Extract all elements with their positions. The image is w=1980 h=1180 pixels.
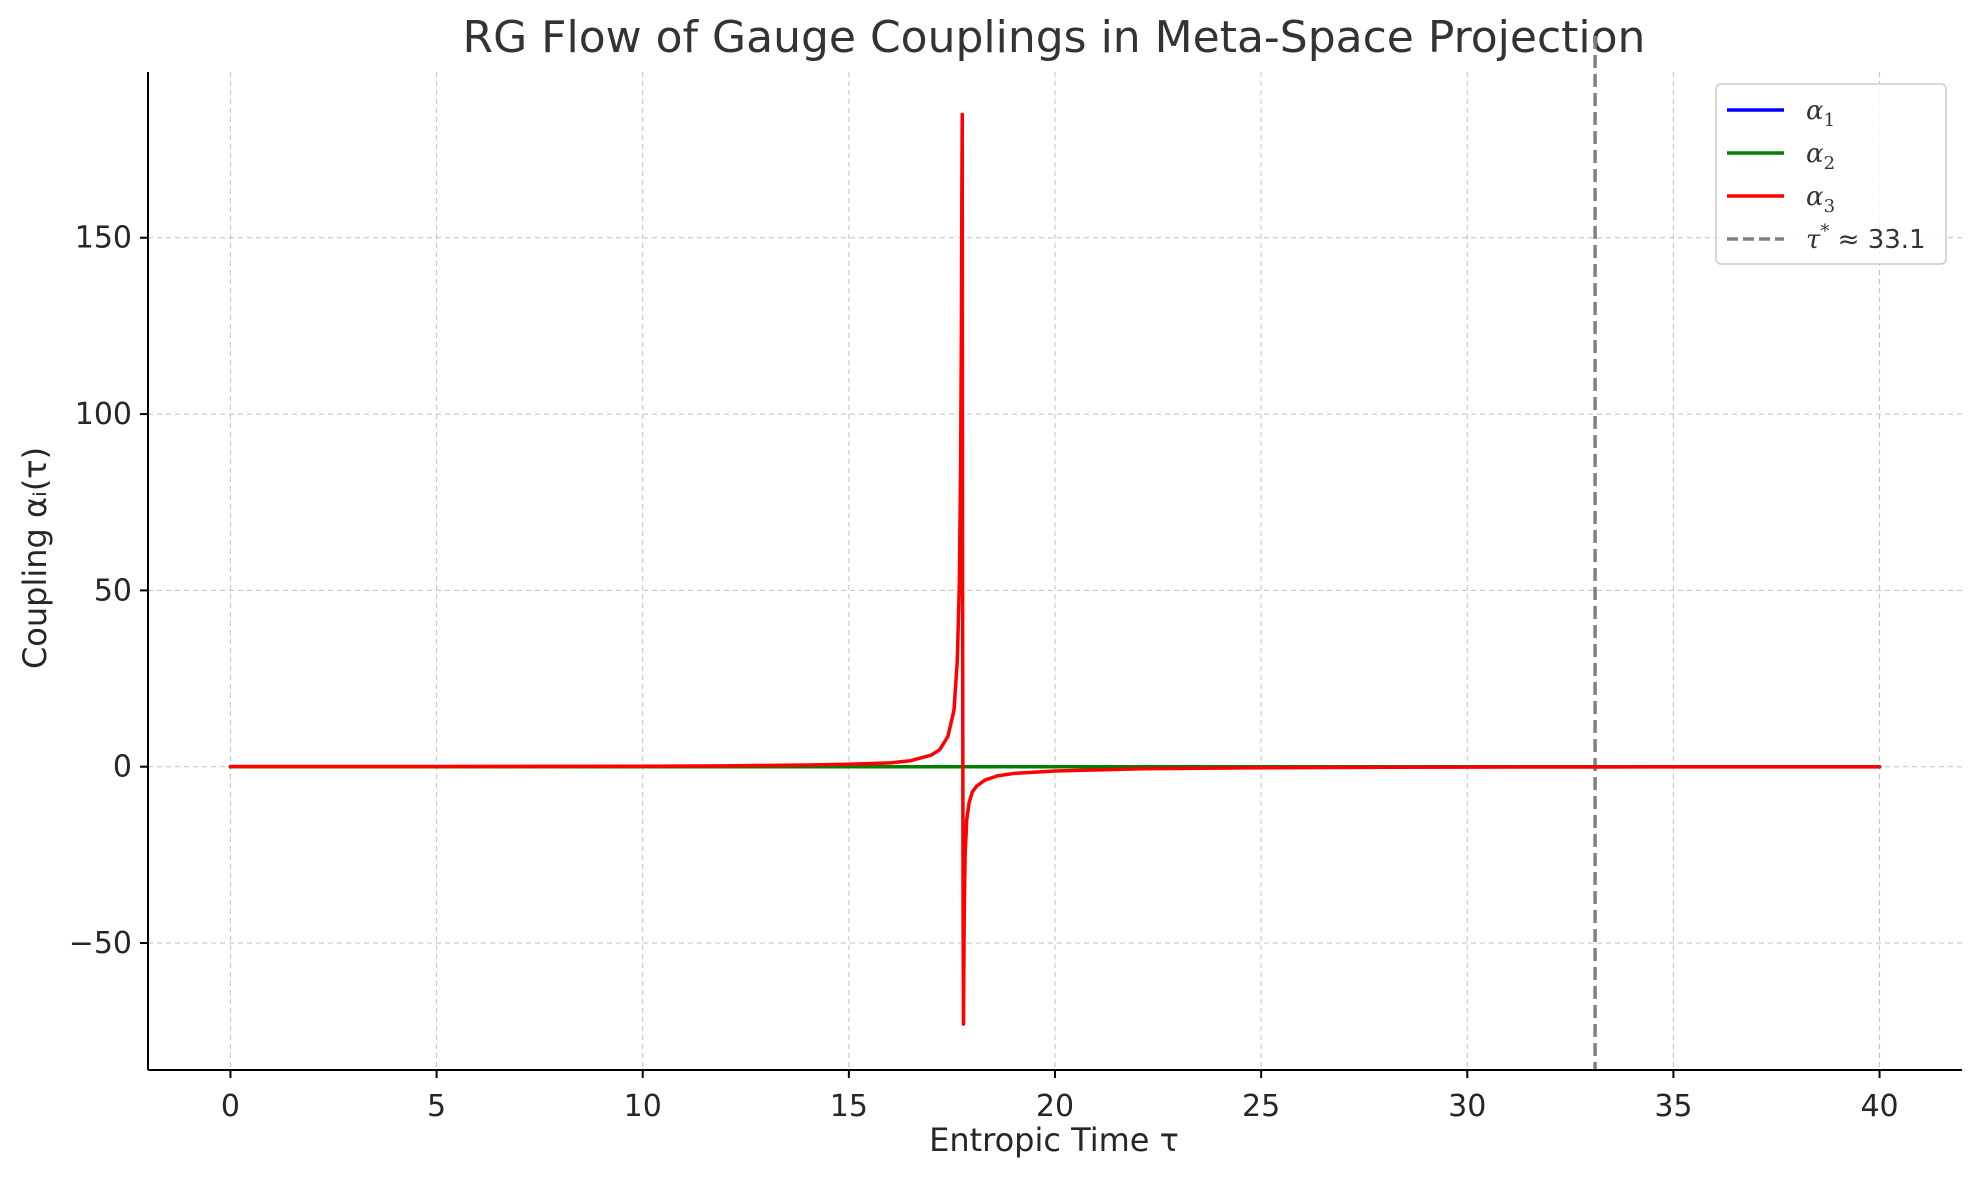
x-tick-label: 30 bbox=[1448, 1089, 1486, 1124]
legend-label: α2 bbox=[1806, 139, 1835, 174]
series-lines bbox=[228, 112, 1882, 1026]
y-tick-label: 50 bbox=[94, 573, 132, 608]
series-line-alpha-3 bbox=[228, 112, 1882, 1026]
y-tick-label: 0 bbox=[113, 750, 132, 785]
y-tick-label: 150 bbox=[75, 221, 132, 256]
y-tick-label: 100 bbox=[75, 397, 132, 432]
legend: α1 α2 α3 τ* ≈ 33.1 bbox=[1715, 83, 1947, 265]
y-axis-title: Coupling αᵢ(τ) bbox=[16, 447, 54, 669]
x-axis-title: Entropic Time τ bbox=[929, 1121, 1179, 1159]
legend-label: α1 bbox=[1806, 96, 1835, 131]
y-tick-label: −50 bbox=[69, 926, 132, 961]
x-tick-label: 5 bbox=[427, 1089, 446, 1124]
legend-items: α1 α2 α3 τ* ≈ 33.1 bbox=[1727, 96, 1926, 255]
legend-frame bbox=[1715, 83, 1947, 265]
x-tick-label: 40 bbox=[1860, 1089, 1898, 1124]
legend-label: α3 bbox=[1806, 182, 1835, 217]
chart-title: RG Flow of Gauge Couplings in Meta-Space… bbox=[463, 12, 1646, 63]
x-tick-label: 25 bbox=[1242, 1089, 1280, 1124]
x-tick-label: 20 bbox=[1036, 1089, 1074, 1124]
x-tick-label: 0 bbox=[221, 1089, 240, 1124]
x-tick-label: 35 bbox=[1654, 1089, 1692, 1124]
x-tick-label: 10 bbox=[624, 1089, 662, 1124]
legend-label: τ* ≈ 33.1 bbox=[1806, 221, 1926, 255]
y-ticks: −50 0 50 100 150 bbox=[69, 221, 148, 961]
x-ticks: 0 5 10 15 20 25 30 35 40 bbox=[221, 1070, 1899, 1124]
x-tick-label: 15 bbox=[830, 1089, 868, 1124]
